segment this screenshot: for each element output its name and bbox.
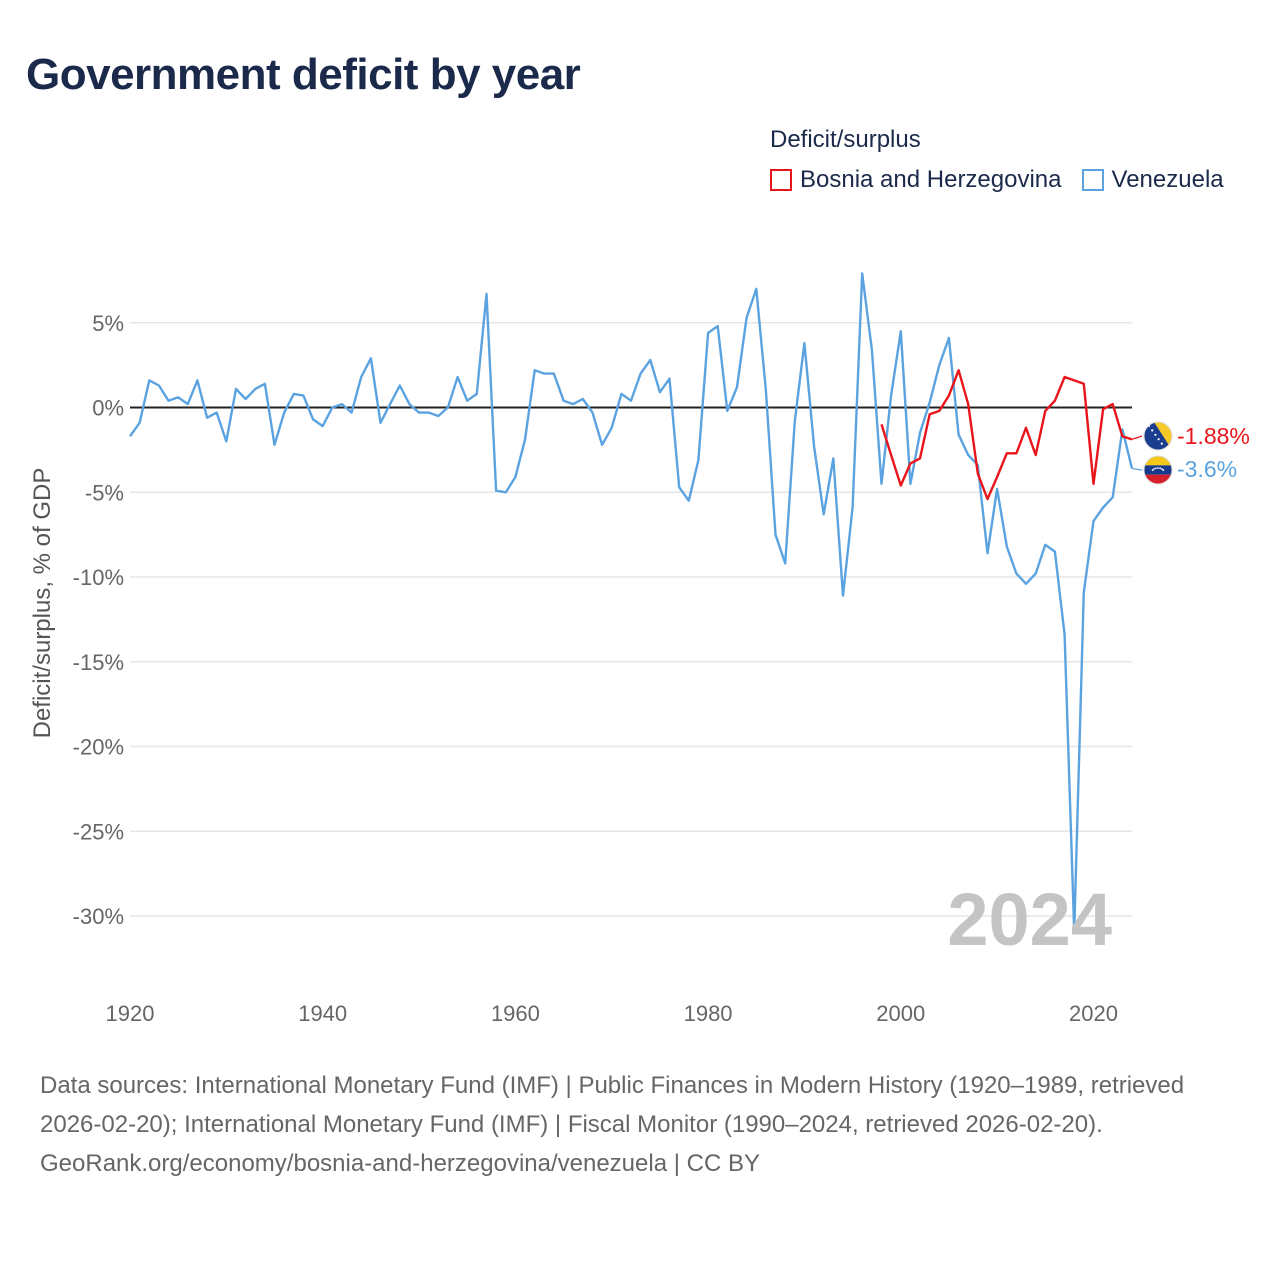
flag-star xyxy=(1162,469,1165,472)
venezuela-flag xyxy=(1144,456,1172,484)
series-line-bosnia xyxy=(880,369,1133,501)
legend-item-bosnia[interactable]: Bosnia and Herzegovina xyxy=(770,166,1062,194)
series-line-venezuela xyxy=(129,272,1134,933)
legend: Bosnia and Herzegovina Venezuela xyxy=(770,166,1224,194)
flag-border xyxy=(1143,455,1173,485)
footer: Data sources: International Monetary Fun… xyxy=(40,1066,1240,1183)
y-tick-label: -20% xyxy=(73,735,124,760)
flag-star xyxy=(1161,468,1163,470)
flag-star xyxy=(1151,469,1154,472)
flag-star xyxy=(1154,467,1157,470)
chart-title: Government deficit by year xyxy=(26,50,581,99)
flag-star xyxy=(1157,438,1160,441)
flag-star xyxy=(1151,429,1154,432)
leader-line xyxy=(1131,435,1143,440)
flag-star xyxy=(1153,468,1155,470)
data-sources: Data sources: International Monetary Fun… xyxy=(40,1072,1185,1138)
end-label-bosnia: -1.88% xyxy=(1177,423,1250,449)
y-tick-label: -25% xyxy=(73,819,124,844)
x-tick-label: 1920 xyxy=(106,1001,155,1026)
y-axis-label: Deficit/surplus, % of GDP xyxy=(29,468,56,739)
end-label-venezuela: -3.6% xyxy=(1177,456,1237,482)
y-tick-label: 5% xyxy=(92,311,124,336)
source-link[interactable]: GeoRank.org/economy/bosnia-and-herzegovi… xyxy=(40,1150,760,1177)
gridlines xyxy=(130,322,1132,917)
flag-star xyxy=(1159,467,1162,470)
y-tick-label: -30% xyxy=(73,904,124,929)
line-chart: 5% 0% -5% -10% -15% -20% -25% -30% 1920 1940 1960… xyxy=(29,272,1250,1026)
legend-label-venezuela: Venezuela xyxy=(1111,166,1224,193)
legend-title: Deficit/surplus xyxy=(770,126,921,153)
flag-stripe-yellow xyxy=(1144,456,1172,466)
x-axis-ticks: 1920 1940 1960 1980 2000 2020 xyxy=(106,1001,1118,1026)
flag-star xyxy=(1154,433,1157,436)
flag-stripe-blue xyxy=(1144,465,1172,475)
flag-border xyxy=(1143,421,1173,451)
legend-item-venezuela[interactable]: Venezuela xyxy=(1081,166,1224,194)
x-tick-label: 1940 xyxy=(298,1001,347,1026)
bosnia-and-herzegovina-flag xyxy=(1144,422,1172,450)
legend-swatch-bosnia xyxy=(770,169,792,191)
y-tick-label: 0% xyxy=(92,396,124,421)
x-tick-label: 1960 xyxy=(491,1001,540,1026)
x-tick-label: 2000 xyxy=(876,1001,925,1026)
x-tick-label: 1980 xyxy=(684,1001,733,1026)
y-tick-label: -15% xyxy=(73,650,124,675)
x-tick-label: 2020 xyxy=(1069,1001,1118,1026)
y-axis-ticks: 5% 0% -5% -10% -15% -20% -25% -30% xyxy=(73,311,124,929)
year-label: 2024 xyxy=(947,878,1112,961)
leader-line xyxy=(1131,467,1143,471)
legend-swatch-venezuela xyxy=(1081,169,1104,191)
series-lines xyxy=(129,272,1134,933)
y-tick-label: -10% xyxy=(73,565,124,590)
flag-star xyxy=(1160,442,1163,445)
end-labels: -1.88% -3.6% xyxy=(1131,421,1250,485)
y-tick-label: -5% xyxy=(85,480,124,505)
legend-label-bosnia: Bosnia and Herzegovina xyxy=(800,166,1062,193)
flag-star xyxy=(1157,467,1159,469)
flag-triangle xyxy=(1154,422,1172,450)
flag-stripe-red xyxy=(1144,474,1172,484)
